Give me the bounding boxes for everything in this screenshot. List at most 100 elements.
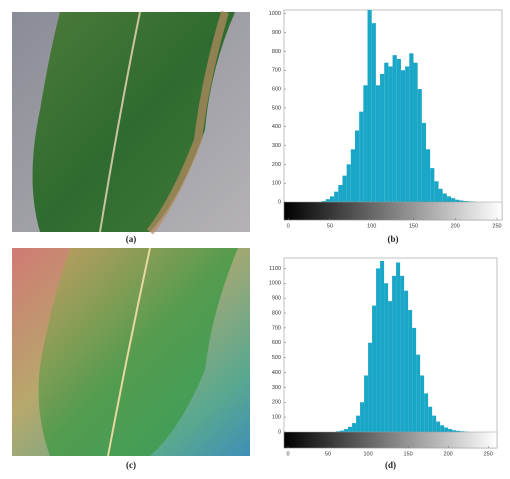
y-tick-label: 1000 xyxy=(269,281,281,287)
bar xyxy=(447,196,451,202)
y-tick-label: 900 xyxy=(272,30,281,36)
bar xyxy=(404,291,408,432)
y-tick-label: 1000 xyxy=(269,11,281,17)
photo-a xyxy=(12,12,250,232)
bar xyxy=(409,53,413,202)
y-tick-label: 0 xyxy=(278,199,281,205)
bar xyxy=(420,375,424,432)
bar xyxy=(397,59,401,202)
bar xyxy=(408,310,412,432)
bar xyxy=(368,343,372,432)
bar xyxy=(351,149,355,202)
y-tick-label: 400 xyxy=(272,370,281,376)
y-tick-label: 300 xyxy=(272,385,281,391)
y-tick-label: 200 xyxy=(272,400,281,406)
bar xyxy=(355,130,359,202)
bar xyxy=(400,276,404,432)
bar xyxy=(384,63,388,202)
photo-c xyxy=(12,248,250,456)
x-tick-label: 0 xyxy=(287,223,290,229)
bar xyxy=(334,192,338,202)
bar xyxy=(422,123,426,202)
bar xyxy=(412,328,416,432)
y-tick-label: 0 xyxy=(278,429,281,435)
y-tick-label: 500 xyxy=(272,105,281,111)
bar xyxy=(326,199,330,202)
bar xyxy=(418,89,422,202)
bar xyxy=(380,261,384,432)
bar xyxy=(440,425,444,432)
y-tick-label: 400 xyxy=(272,124,281,130)
bar xyxy=(405,66,409,202)
bar xyxy=(338,185,342,202)
x-tick-label: 150 xyxy=(409,223,418,229)
bar xyxy=(356,416,360,432)
y-tick-label: 300 xyxy=(272,143,281,149)
bar xyxy=(352,423,356,432)
bar xyxy=(342,176,346,202)
caption: (c) xyxy=(126,460,136,470)
bar xyxy=(392,276,396,432)
bar xyxy=(372,306,376,432)
bar xyxy=(347,164,351,202)
bar xyxy=(444,428,448,432)
y-tick-label: 200 xyxy=(272,162,281,168)
y-tick-label: 800 xyxy=(272,49,281,55)
y-tick-label: 1100 xyxy=(269,266,281,272)
bar xyxy=(426,149,430,202)
bar xyxy=(384,283,388,432)
bar xyxy=(363,85,367,202)
x-tick-label: 50 xyxy=(325,451,331,457)
bar xyxy=(368,10,372,202)
x-tick-label: 250 xyxy=(484,451,493,457)
colorbar xyxy=(284,432,497,448)
bar xyxy=(401,70,405,202)
bar xyxy=(344,429,348,432)
bar xyxy=(359,112,363,202)
y-tick-label: 600 xyxy=(272,340,281,346)
y-tick-label: 900 xyxy=(272,296,281,302)
y-tick-label: 600 xyxy=(272,87,281,93)
bar xyxy=(364,375,368,432)
bar xyxy=(413,63,417,202)
caption: (d) xyxy=(385,460,396,470)
bar xyxy=(434,181,438,202)
colorbar xyxy=(284,202,502,220)
bar xyxy=(396,262,400,432)
x-tick-label: 100 xyxy=(367,223,376,229)
caption: (b) xyxy=(388,234,399,244)
bar xyxy=(376,85,380,202)
y-tick-label: 100 xyxy=(272,415,281,421)
bar xyxy=(393,55,397,202)
bar xyxy=(416,355,420,432)
bar xyxy=(455,200,459,202)
y-tick-label: 700 xyxy=(272,68,281,74)
x-tick-label: 50 xyxy=(327,223,333,229)
bar xyxy=(360,402,364,432)
bar xyxy=(348,427,352,432)
bar xyxy=(451,198,455,202)
y-tick-label: 800 xyxy=(272,310,281,316)
bar xyxy=(388,301,392,432)
bar xyxy=(443,194,447,202)
x-tick-label: 200 xyxy=(451,223,460,229)
bar xyxy=(439,189,443,202)
bar xyxy=(452,430,456,432)
bar xyxy=(380,74,384,202)
y-tick-label: 100 xyxy=(272,181,281,187)
bar xyxy=(430,168,434,202)
bar xyxy=(376,268,380,432)
bar xyxy=(330,196,334,202)
bar xyxy=(436,422,440,432)
bar xyxy=(424,393,428,432)
x-tick-label: 100 xyxy=(363,451,372,457)
bar xyxy=(448,429,452,432)
y-tick-label: 500 xyxy=(272,355,281,361)
bar xyxy=(388,66,392,202)
bar xyxy=(372,23,376,202)
y-tick-label: 700 xyxy=(272,325,281,331)
bar xyxy=(428,407,432,432)
caption: (a) xyxy=(126,234,137,244)
bar xyxy=(432,416,436,432)
